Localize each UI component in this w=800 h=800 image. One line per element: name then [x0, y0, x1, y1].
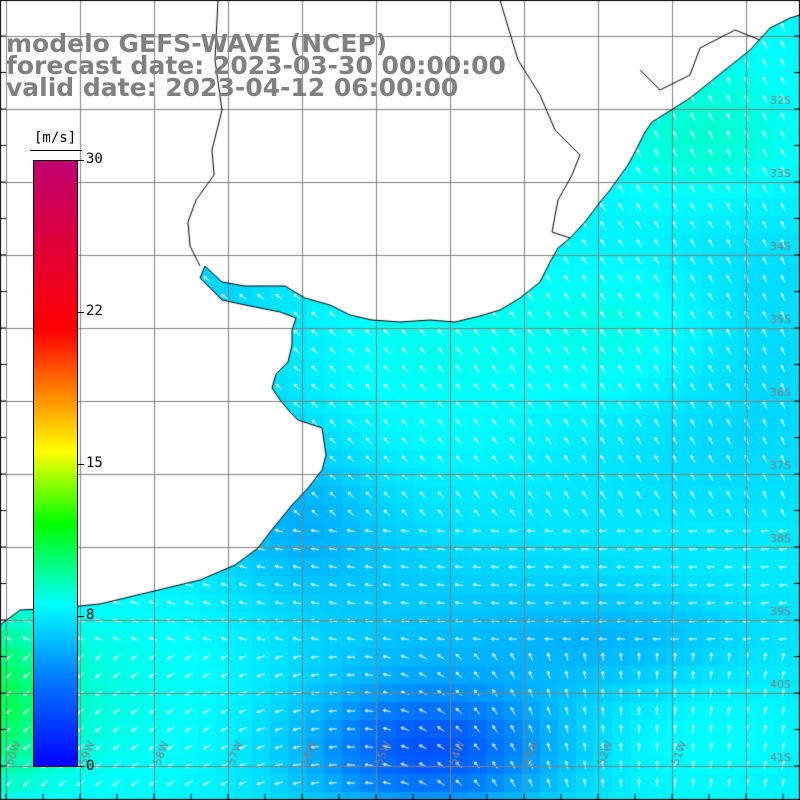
colorbar — [33, 160, 78, 767]
colorbar-tick-15: 15 — [86, 455, 103, 471]
colorbar-tick-8: 8 — [86, 607, 95, 623]
colorbar-unit: [m/s] — [34, 130, 77, 146]
colorbar-tick-22: 22 — [86, 303, 103, 319]
colorbar-mark-30 — [78, 160, 84, 161]
colorbar-tick-0: 0 — [86, 758, 95, 774]
forecast-date: forecast date: 2023-03-30 00:00:00 — [6, 51, 506, 80]
colorbar-unit-underline — [30, 150, 82, 151]
colorbar-mark-15 — [78, 464, 84, 465]
colorbar-mark-8 — [78, 616, 84, 617]
model-title: modelo GEFS-WAVE (NCEP) — [6, 29, 388, 58]
colorbar-tick-30: 30 — [86, 151, 103, 167]
colorbar-mark-22 — [78, 312, 84, 313]
valid-date: valid date: 2023-04-12 06:00:00 — [6, 73, 459, 102]
colorbar-mark-0 — [78, 766, 84, 767]
